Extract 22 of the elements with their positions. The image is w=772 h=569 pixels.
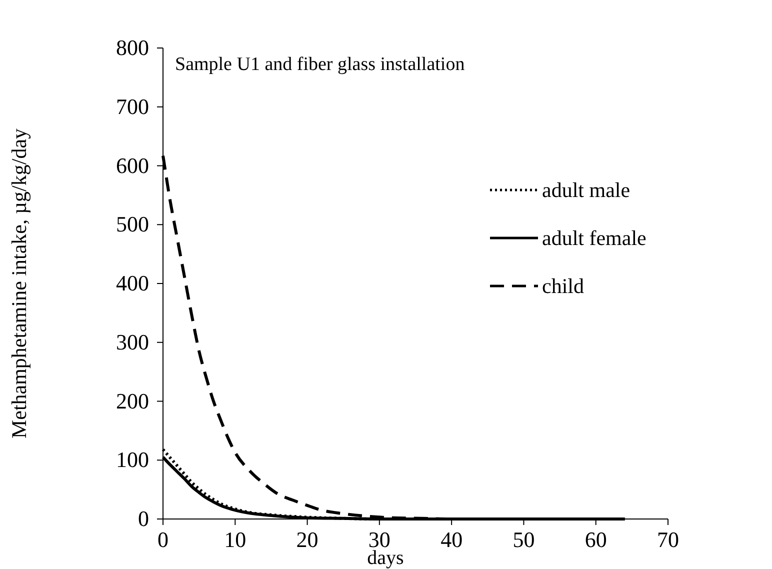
y-tick-label: 300 <box>116 329 149 354</box>
x-tick-label: 20 <box>296 527 318 552</box>
y-tick-label: 0 <box>138 506 149 531</box>
legend-label: adult male <box>542 178 630 202</box>
y-axis-title: Methamphetamine intake, µg/kg/day <box>7 128 31 439</box>
x-tick-label: 10 <box>224 527 246 552</box>
x-tick-label: 70 <box>657 527 679 552</box>
chart-title: Sample U1 and fiber glass installation <box>175 54 466 75</box>
y-tick-label: 200 <box>116 388 149 414</box>
y-tick-label: 400 <box>116 270 149 296</box>
y-tick-label: 600 <box>116 152 149 178</box>
y-tick-label: 500 <box>116 212 149 237</box>
legend-label: child <box>542 274 584 298</box>
x-tick-label: 50 <box>512 527 535 552</box>
x-tick-label: 60 <box>584 527 607 552</box>
y-tick-label: 800 <box>116 35 149 60</box>
legend-label: adult female <box>542 226 646 250</box>
y-tick-label: 100 <box>116 447 149 472</box>
x-axis-title: days <box>367 547 404 569</box>
x-tick-label: 0 <box>158 527 168 552</box>
y-tick-label: 700 <box>116 94 149 119</box>
x-tick-label: 40 <box>440 527 463 552</box>
